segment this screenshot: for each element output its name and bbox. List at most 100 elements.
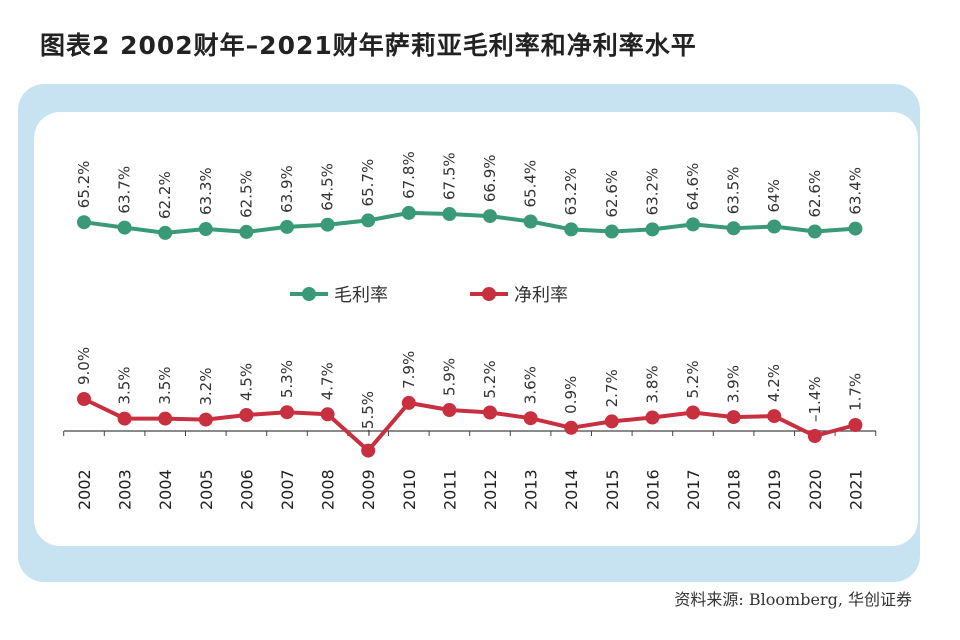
net-margin-point	[361, 443, 376, 458]
net-margin-point	[158, 411, 173, 426]
net-margin-data-label: 4.7%	[319, 362, 337, 400]
gross-margin-point	[483, 209, 497, 224]
gross-margin-point	[564, 222, 579, 237]
x-tick-label: 2006	[237, 469, 256, 510]
x-tick-label: 2014	[562, 469, 581, 510]
gross-margin-data-label: 62.6%	[806, 170, 824, 218]
x-tick-label: 2020	[806, 469, 825, 510]
net-margin-point	[77, 392, 91, 406]
net-margin-point	[848, 418, 863, 432]
gross-margin-data-label: 67.8%	[400, 151, 418, 199]
net-margin-point	[564, 420, 579, 435]
net-margin-point	[198, 412, 213, 427]
gross-margin-point	[645, 222, 660, 237]
gross-margin-point	[807, 224, 822, 239]
gross-margin-point	[158, 225, 173, 240]
gross-margin-data-label: 65.4%	[522, 160, 540, 208]
net-margin-data-label: 2.7%	[603, 369, 621, 407]
gross-margin-point	[604, 224, 619, 239]
net-margin-data-label: 3.8%	[643, 365, 661, 403]
gross-margin-point	[686, 217, 700, 232]
net-margin-data-label: 9.0%	[75, 347, 93, 385]
net-margin-data-label: 3.6%	[522, 366, 540, 404]
net-margin-data-label: 3.2%	[197, 368, 215, 406]
chart-title: 图表2 2002财年–2021财年萨莉亚毛利率和净利率水平	[40, 31, 697, 60]
net-margin-data-label: –1.4%	[806, 376, 824, 422]
x-tick-label: 2015	[603, 469, 622, 510]
net-margin-point	[604, 414, 619, 429]
x-tick-label: 2002	[75, 469, 94, 510]
net-margin-data-label: 4.5%	[237, 363, 255, 401]
gross-margin-point	[239, 224, 254, 239]
x-tick-label: 2017	[684, 469, 703, 510]
net-margin-point	[767, 409, 782, 424]
gross-margin-point	[523, 214, 538, 229]
gross-margin-point	[320, 217, 335, 232]
x-tick-label: 2013	[522, 469, 541, 510]
gross-margin-data-label: 63.3%	[197, 167, 215, 215]
gross-margin-point	[280, 219, 294, 234]
legend-gross-margin-marker	[302, 287, 316, 301]
x-tick-label: 2011	[440, 469, 459, 510]
net-margin-data-label: 5.2%	[684, 360, 702, 398]
net-margin-data-label: 5.3%	[278, 360, 296, 398]
x-tick-label: 2004	[156, 469, 175, 510]
gross-margin-data-label: 63.2%	[643, 168, 661, 216]
gross-margin-data-label: 65.7%	[359, 159, 377, 207]
gross-margin-data-label: 64.6%	[684, 163, 702, 211]
net-margin-point	[320, 407, 335, 422]
net-margin-point	[686, 405, 700, 420]
gross-margin-data-label: 63.5%	[725, 167, 743, 215]
x-tick-label: 2016	[643, 469, 662, 510]
x-tick-label: 2012	[481, 469, 500, 510]
x-tick-label: 2010	[400, 469, 419, 510]
gross-margin-data-label: 65.2%	[75, 161, 93, 209]
chart-inner-panel	[34, 112, 918, 546]
x-tick-label: 2018	[725, 469, 744, 510]
net-margin-point	[645, 410, 660, 425]
net-margin-point	[239, 408, 254, 422]
net-margin-point	[523, 411, 538, 426]
gross-margin-point	[848, 221, 863, 236]
net-margin-data-label: 0.9%	[562, 376, 580, 414]
net-margin-data-label: 7.9%	[400, 351, 418, 389]
x-tick-label: 2019	[765, 469, 784, 510]
x-tick-label: 2005	[197, 469, 216, 510]
gross-margin-point	[767, 219, 782, 234]
net-margin-point	[117, 411, 132, 426]
net-margin-data-label: 3.9%	[725, 365, 743, 403]
net-margin-point	[483, 405, 497, 420]
gross-margin-point	[361, 213, 376, 228]
legend-gross-margin-text: 毛利率	[334, 285, 388, 306]
net-margin-data-label: 3.5%	[156, 366, 174, 404]
gross-margin-data-label: 63.4%	[846, 167, 864, 215]
gross-margin-data-label: 63.7%	[116, 166, 134, 214]
net-margin-point	[401, 395, 416, 410]
legend-net-margin-text: 净利率	[514, 285, 568, 306]
gross-margin-data-label: 64.5%	[319, 163, 337, 211]
gross-margin-point	[442, 207, 457, 221]
net-margin-point	[442, 403, 457, 417]
x-tick-label: 2007	[278, 469, 297, 510]
gross-margin-point	[77, 215, 91, 230]
x-tick-label: 2003	[116, 469, 135, 510]
gross-margin-data-label: 63.9%	[278, 165, 296, 213]
net-margin-data-label: –5.5%	[359, 391, 377, 437]
net-margin-data-label: 5.2%	[481, 360, 499, 398]
net-margin-point	[726, 410, 741, 425]
x-tick-label: 2009	[359, 469, 378, 510]
legend-net-margin-marker	[482, 287, 496, 301]
gross-margin-data-label: 62.6%	[603, 170, 621, 218]
net-margin-data-label: 4.2%	[765, 364, 783, 402]
gross-margin-point	[401, 205, 416, 220]
gross-margin-data-label: 62.5%	[237, 170, 255, 218]
net-margin-data-label: 3.5%	[116, 366, 134, 404]
source-note: 资料来源: Bloomberg, 华创证券	[674, 590, 912, 609]
net-margin-point	[807, 429, 822, 443]
net-margin-line	[83, 397, 856, 453]
gross-margin-point	[198, 222, 213, 236]
net-margin-data-label: 5.9%	[440, 358, 458, 396]
gross-margin-data-label: 62.2%	[156, 171, 174, 219]
gross-margin-data-label: 64%	[765, 179, 783, 212]
